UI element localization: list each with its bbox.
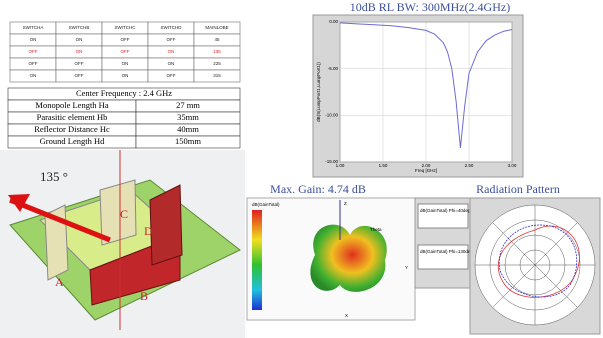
scale-title: dB(GainTotal) — [252, 202, 280, 207]
cell-text: ON — [168, 61, 175, 66]
element-c — [100, 180, 136, 245]
cell-text: SWITCHA — [23, 25, 44, 30]
cell-text: OFF — [75, 73, 84, 78]
cell-text: OFF — [167, 73, 176, 78]
cell-text: MAINLOBE — [205, 25, 228, 30]
cell-text: OFF — [167, 37, 176, 42]
cell-text: OFF — [29, 61, 38, 66]
cell-text: SWITCHB — [69, 25, 90, 30]
cell-text: OFF — [121, 49, 130, 54]
axis-label: X — [345, 313, 348, 318]
cell-text: 40mm — [177, 124, 199, 134]
cell-text: SWITCHC — [115, 25, 137, 30]
y-tick-label: -15.00 — [325, 159, 338, 164]
table-title: Center Frequency : 2.4 GHz — [76, 88, 172, 98]
axis-label: Y — [405, 265, 408, 270]
cell-text: ON — [168, 49, 175, 54]
legend-entry: dB(GainTotal) Phi=40deg, Fr — [420, 208, 478, 213]
y-tick-label: -5.00 — [328, 66, 339, 71]
x-tick-label: 3.00 — [508, 163, 517, 168]
slide: 135 ° A B C D 10dB RL BW: 300MHz(2.4GHz)… — [0, 0, 603, 338]
label-b: B — [140, 289, 148, 303]
y-axis-label: dB(S(LumpPort1,LumpPort1)) — [316, 62, 321, 122]
cell-text: OFF — [29, 49, 38, 54]
y-tick-label: -10.00 — [325, 113, 338, 118]
gain-title: Max. Gain: 4.74 dB — [270, 182, 366, 196]
cell-text: Parasitic element Hb — [37, 112, 108, 122]
axis-label: Theta — [370, 227, 382, 232]
angle-label: 135 ° — [40, 169, 68, 184]
cell-text: 150mm — [175, 136, 201, 146]
cell-text: ON — [76, 37, 83, 42]
x-tick-label: 2.50 — [465, 163, 474, 168]
cell-text: ON — [30, 73, 37, 78]
cell-text: 35mm — [177, 112, 199, 122]
cell-text: Monopole Length Ha — [35, 100, 108, 110]
label-c: C — [120, 207, 128, 221]
cell-text: 135 — [213, 49, 221, 54]
cell-text: SWITCHD — [161, 25, 183, 30]
plot-title: 10dB RL BW: 300MHz(2.4GHz) — [350, 0, 510, 14]
label-a: A — [55, 275, 64, 289]
pattern-title: Radiation Pattern — [476, 182, 560, 196]
axis-label: Z — [344, 201, 347, 206]
y-tick-label: 0.00 — [329, 19, 338, 24]
cell-text: ON — [122, 73, 129, 78]
color-bar — [252, 210, 262, 310]
cell-text: ON — [122, 61, 129, 66]
cell-text: OFF — [75, 61, 84, 66]
x-axis-label: Freq [GHz] — [415, 168, 437, 173]
cell-text: ON — [76, 49, 83, 54]
cell-text: 225 — [213, 61, 221, 66]
antenna-view: 135 ° A B C D — [0, 150, 245, 338]
polar-grid — [475, 205, 595, 325]
cell-text: Reflector Distance Hc — [34, 124, 110, 134]
label-d: D — [144, 224, 153, 238]
x-tick-label: 2.00 — [422, 163, 431, 168]
cell-text: OFF — [121, 37, 130, 42]
cell-text: Ground Length Hd — [40, 136, 105, 146]
cell-text: 315 — [213, 73, 221, 78]
x-tick-label: 1.50 — [379, 163, 388, 168]
cell-text: 45 — [214, 37, 220, 42]
gain-pattern-3d — [310, 225, 386, 292]
cell-text: ON — [30, 37, 37, 42]
cell-text: 27 mm — [176, 100, 200, 110]
